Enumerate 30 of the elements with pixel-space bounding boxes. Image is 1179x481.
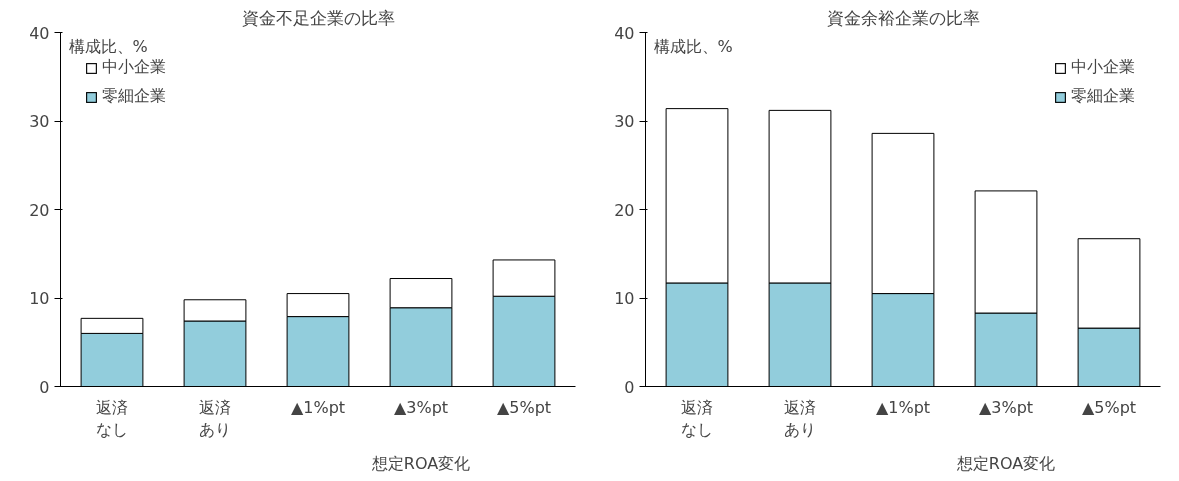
y-tick-label: 20 bbox=[614, 200, 635, 220]
x-tick-label: ▲3%pt bbox=[978, 397, 1034, 417]
legend-label: 零細企業 bbox=[1071, 86, 1135, 107]
y-axis-title: 構成比、% bbox=[653, 36, 733, 56]
x-tick-label: ▲3%pt bbox=[393, 397, 449, 417]
y-tick-label: 0 bbox=[39, 377, 50, 397]
y-tick-label: 40 bbox=[29, 23, 50, 43]
text: 想定ROA変化 bbox=[955, 453, 1056, 473]
y-tick-label: 30 bbox=[614, 112, 635, 131]
y-tick-label: 20 bbox=[29, 200, 50, 220]
x-tick-label: ▲5%pt bbox=[496, 397, 552, 417]
x-tick-label: 返済なし bbox=[96, 397, 128, 440]
legend-label: 零細企業 bbox=[102, 86, 166, 107]
text: 想定ROA変化 bbox=[370, 453, 471, 473]
legend-label: 中小企業 bbox=[1071, 57, 1135, 78]
y-tick-label: 0 bbox=[624, 377, 635, 397]
y-axis-title: 構成比、% bbox=[68, 36, 148, 56]
x-tick-label: ▲5%pt bbox=[1081, 397, 1137, 417]
y-tick-label: 40 bbox=[614, 23, 635, 43]
y-tick-label: 10 bbox=[614, 289, 635, 308]
x-tick-label: ▲1%pt bbox=[875, 397, 931, 417]
x-tick-label: 返済あり bbox=[199, 397, 231, 440]
x-tick-label: 返済あり bbox=[784, 397, 816, 440]
legend-label: 中小企業 bbox=[102, 57, 166, 78]
chart-title: 資金余裕企業の比率 bbox=[826, 7, 980, 28]
y-tick-label: 30 bbox=[29, 112, 50, 131]
chart-title: 資金不足企業の比率 bbox=[241, 7, 395, 28]
x-tick-label: ▲1%pt bbox=[290, 397, 346, 417]
x-tick-label: 返済なし bbox=[681, 397, 713, 440]
y-tick-label: 10 bbox=[29, 289, 50, 308]
